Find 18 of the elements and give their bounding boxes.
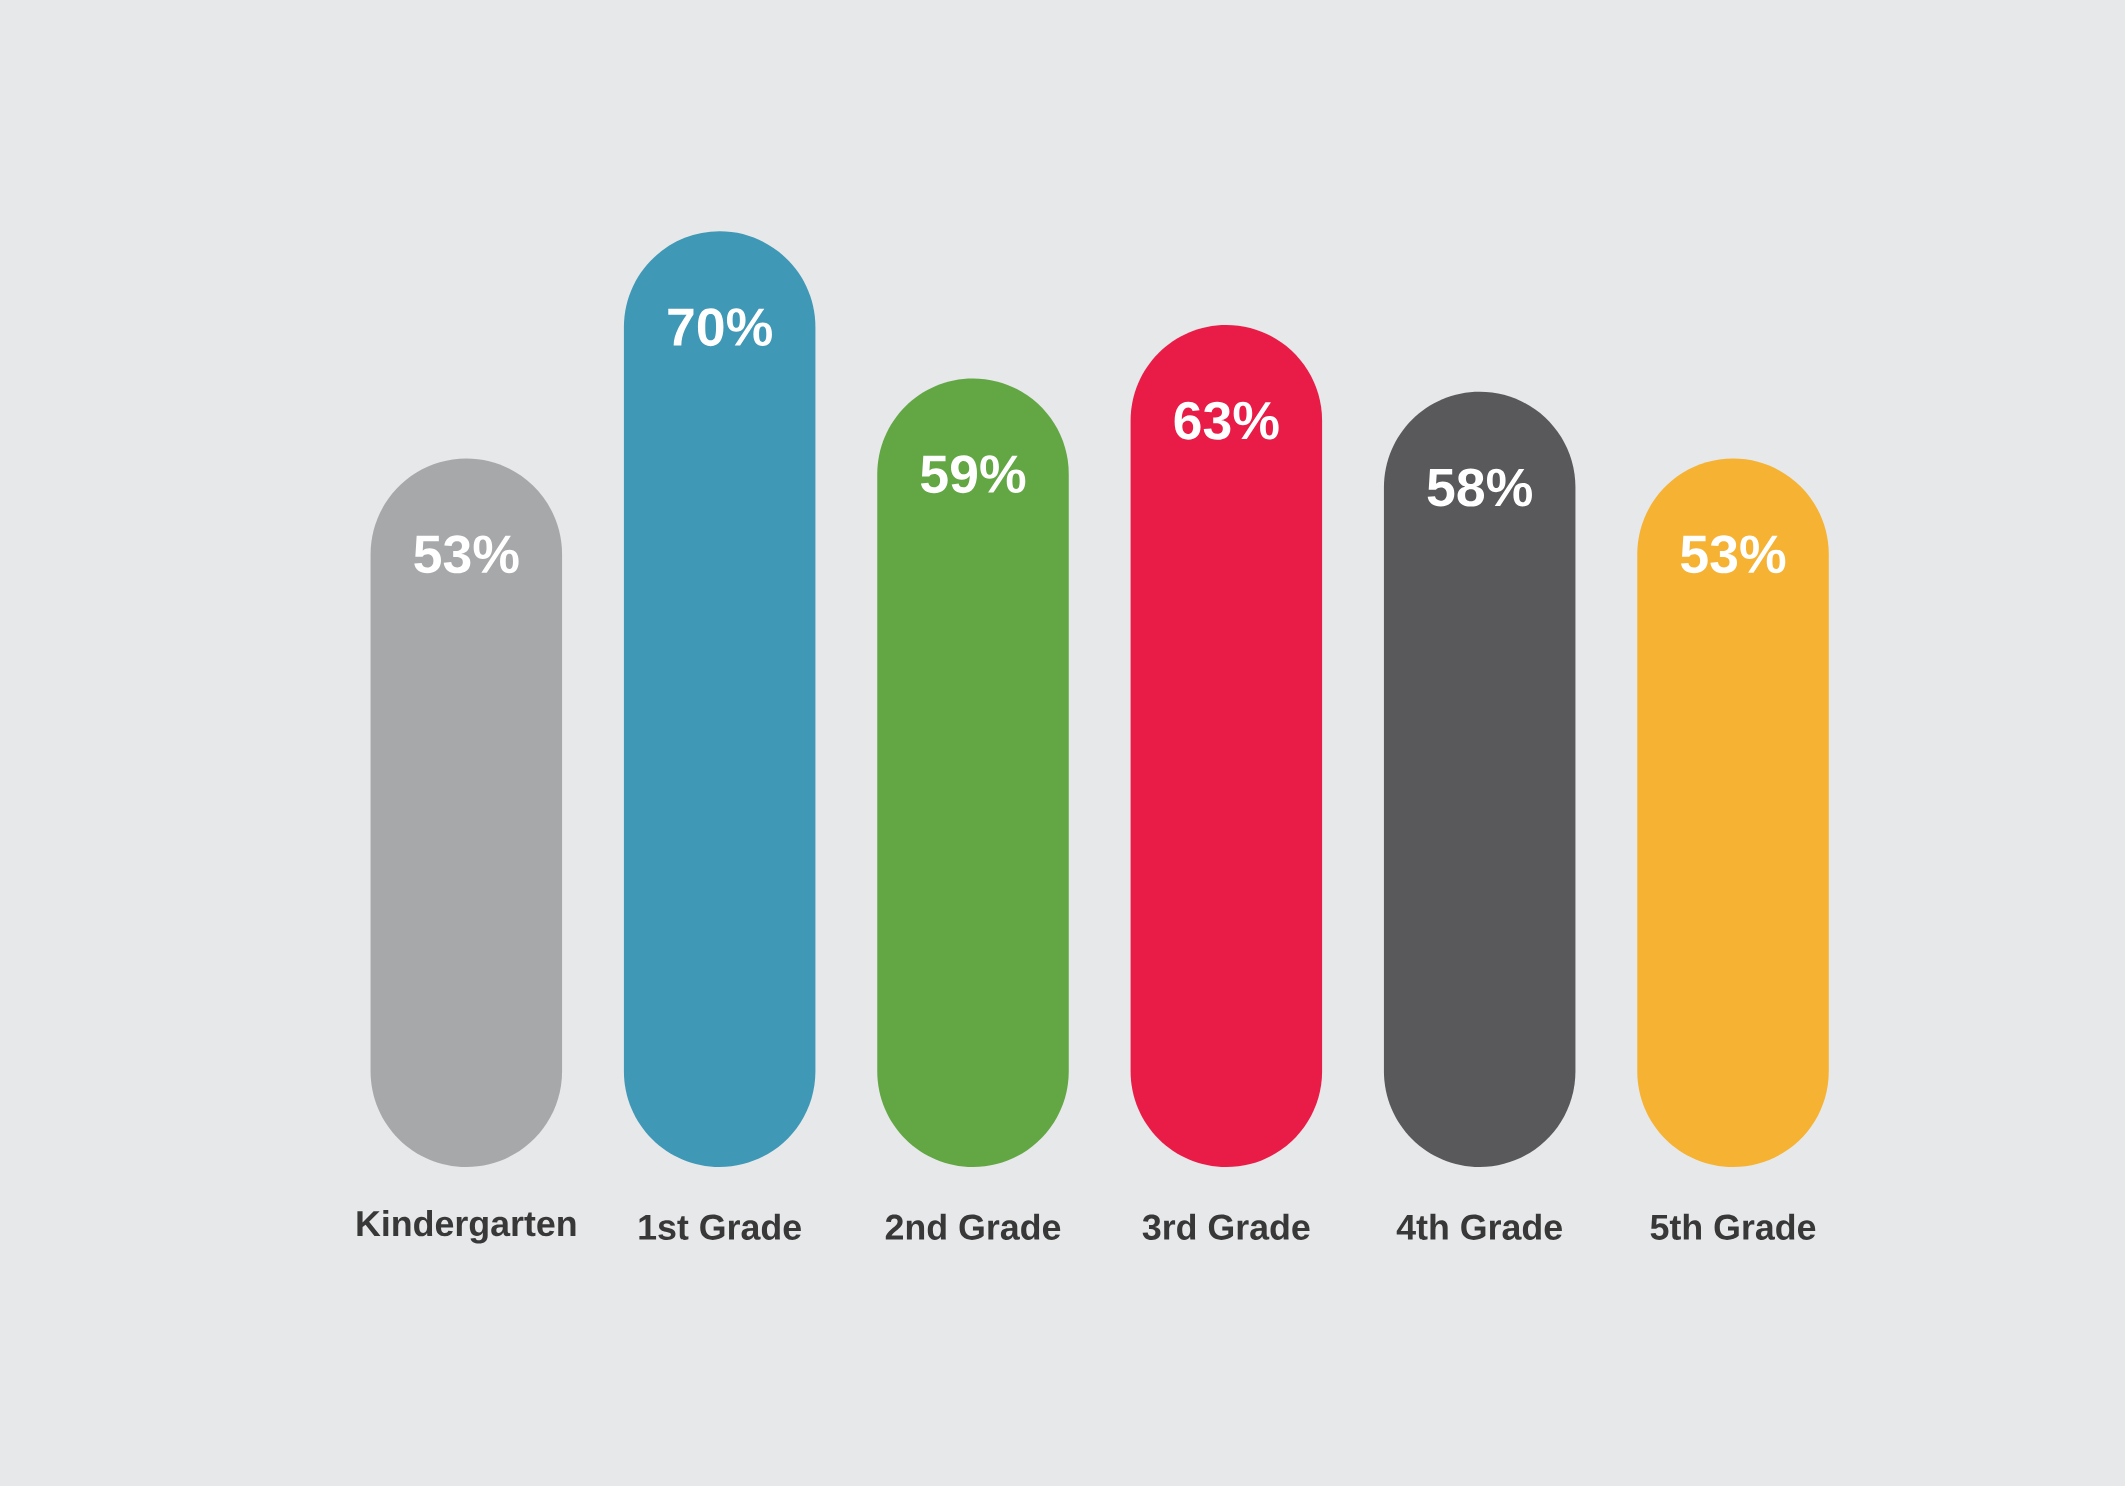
x-tick-label: 4th Grade — [1396, 1213, 1562, 1240]
bar — [1637, 458, 1829, 1167]
data-label: 58% — [1427, 468, 1532, 507]
bar — [370, 458, 563, 1167]
bar — [1130, 324, 1323, 1167]
bar — [877, 378, 1069, 1167]
bar — [623, 231, 816, 1167]
x-tick-label: 1st Grade — [639, 1213, 801, 1240]
x-tick-label: 3rd Grade — [1142, 1213, 1310, 1240]
data-label: 70% — [668, 308, 772, 347]
x-tick-label: Kindergarten — [357, 1209, 576, 1244]
data-label: 63% — [1174, 401, 1279, 440]
data-label: 53% — [414, 535, 519, 574]
data-label: 59% — [920, 455, 1026, 494]
x-tick-label: 2nd Grade — [885, 1213, 1061, 1240]
x-tick-label: 5th Grade — [1650, 1213, 1816, 1240]
data-label: 53% — [1680, 535, 1786, 574]
bar — [1383, 391, 1576, 1167]
